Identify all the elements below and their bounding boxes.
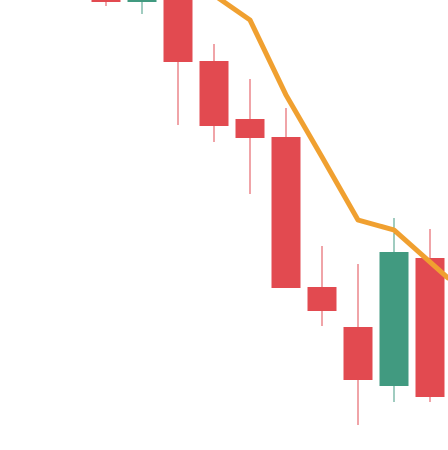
candle-3 [163, 0, 193, 125]
candle-7 [307, 246, 337, 326]
moving-average-line [216, 0, 448, 281]
candle-10 [415, 229, 445, 402]
candle-body [379, 252, 409, 386]
candle-body [307, 287, 337, 311]
candle-body [127, 0, 157, 2]
candle-2 [127, 0, 157, 14]
candle-8 [343, 264, 373, 425]
candle-4 [199, 44, 229, 142]
candle-body [415, 258, 445, 397]
candles-layer [91, 0, 445, 425]
candle-body [163, 0, 193, 62]
moving-average-layer [216, 0, 448, 281]
candle-body [343, 327, 373, 380]
candle-9 [379, 218, 409, 402]
candle-body [91, 0, 121, 2]
candle-body [235, 119, 265, 138]
candle-5 [235, 79, 265, 194]
candle-6 [271, 108, 301, 288]
candle-body [271, 137, 301, 288]
candle-body [199, 61, 229, 126]
candle-1 [91, 0, 121, 6]
